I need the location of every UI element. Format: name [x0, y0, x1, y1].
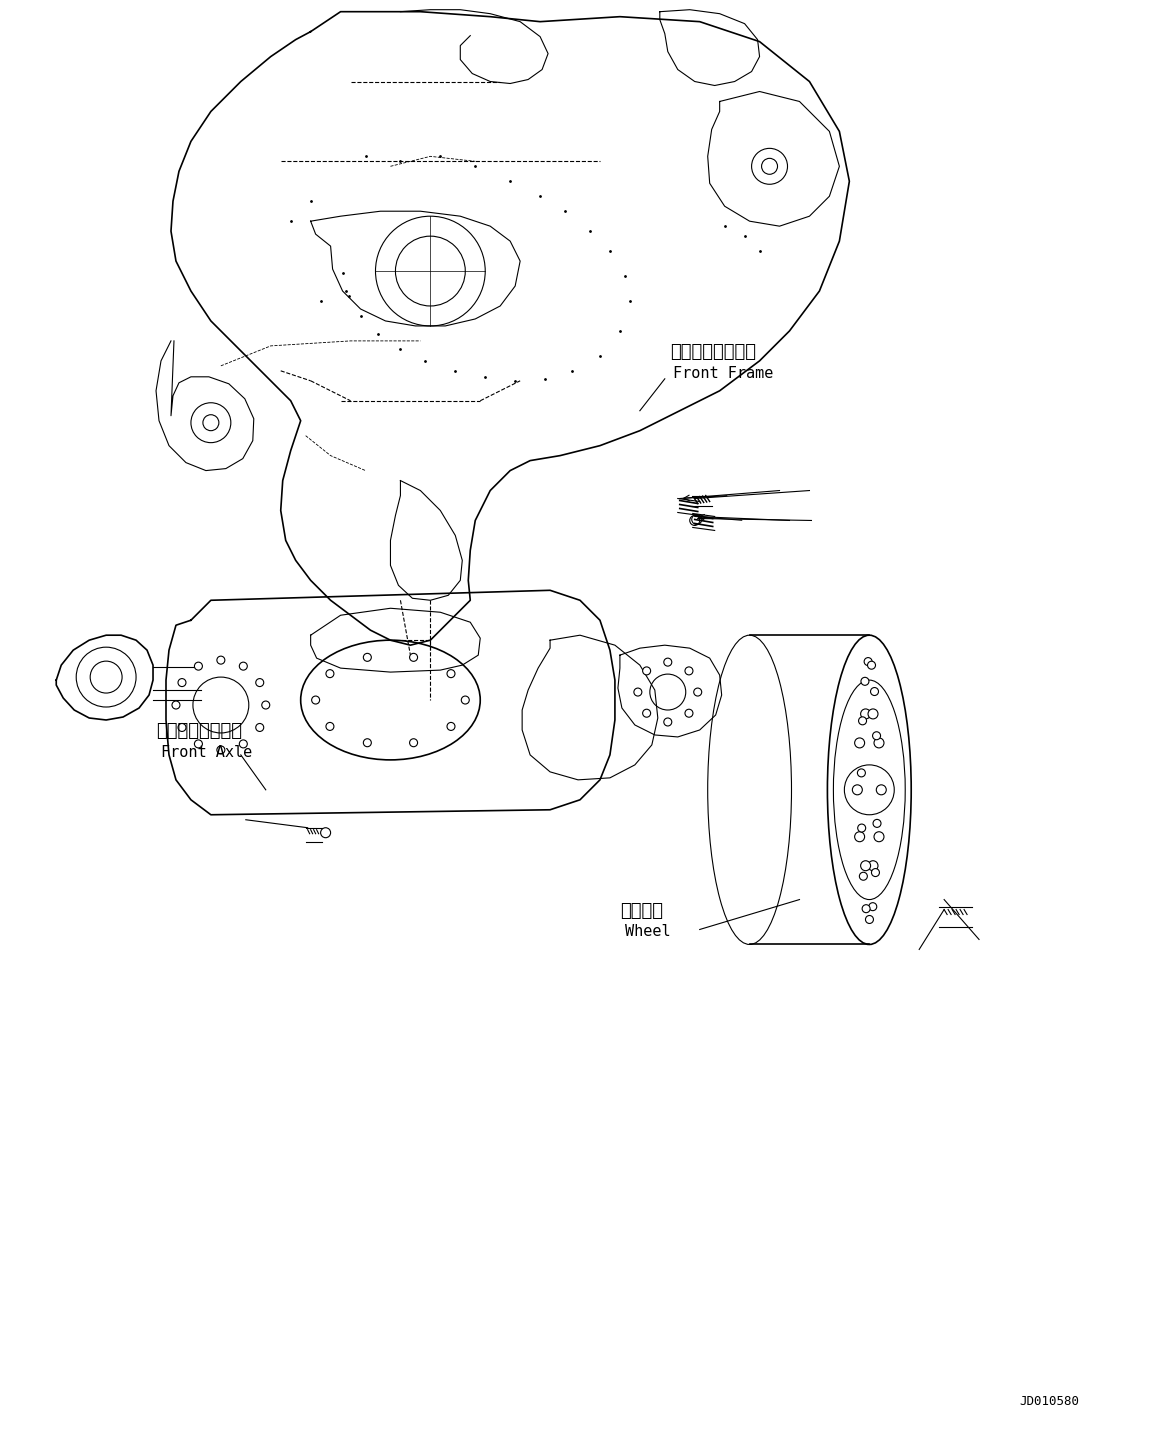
Circle shape: [857, 824, 865, 831]
Circle shape: [194, 740, 202, 748]
Circle shape: [216, 746, 224, 754]
Circle shape: [363, 654, 371, 661]
Circle shape: [326, 723, 334, 730]
Circle shape: [326, 670, 334, 678]
Text: フロントアクスル: フロントアクスル: [156, 723, 242, 740]
Circle shape: [643, 710, 650, 717]
Text: ホイール: ホイール: [620, 902, 663, 920]
Circle shape: [312, 695, 320, 704]
Circle shape: [462, 695, 469, 704]
Circle shape: [855, 738, 864, 748]
Circle shape: [643, 667, 650, 675]
Circle shape: [875, 831, 884, 841]
Circle shape: [864, 658, 872, 665]
Circle shape: [865, 916, 873, 923]
Circle shape: [875, 738, 884, 748]
Circle shape: [262, 701, 270, 708]
Circle shape: [447, 723, 455, 730]
Circle shape: [664, 718, 672, 726]
Circle shape: [178, 678, 186, 687]
Circle shape: [872, 731, 880, 740]
Circle shape: [216, 657, 224, 664]
Circle shape: [869, 903, 877, 910]
Circle shape: [194, 663, 202, 670]
Circle shape: [256, 724, 264, 731]
Circle shape: [861, 708, 871, 718]
Circle shape: [634, 688, 642, 695]
Circle shape: [240, 663, 248, 670]
Polygon shape: [166, 591, 615, 814]
Circle shape: [858, 717, 866, 726]
Circle shape: [861, 860, 871, 870]
Circle shape: [178, 724, 186, 731]
Circle shape: [447, 670, 455, 678]
Circle shape: [409, 654, 418, 661]
Circle shape: [240, 740, 248, 748]
Circle shape: [862, 904, 870, 913]
Text: Wheel: Wheel: [625, 924, 671, 940]
Circle shape: [256, 678, 264, 687]
Circle shape: [172, 701, 180, 708]
Circle shape: [855, 831, 864, 841]
Circle shape: [664, 658, 672, 665]
Circle shape: [876, 784, 886, 794]
Circle shape: [873, 820, 882, 827]
Circle shape: [685, 667, 693, 675]
Text: フロントフレーム: フロントフレーム: [670, 343, 756, 361]
Circle shape: [871, 869, 879, 877]
Text: JD010580: JD010580: [1019, 1395, 1079, 1408]
Circle shape: [868, 661, 876, 670]
Circle shape: [694, 688, 701, 695]
Circle shape: [685, 710, 693, 717]
Text: Front Frame: Front Frame: [672, 366, 773, 381]
Circle shape: [871, 687, 878, 695]
Text: Front Axle: Front Axle: [160, 746, 252, 760]
Circle shape: [363, 738, 371, 747]
Circle shape: [861, 677, 869, 685]
Circle shape: [852, 784, 862, 794]
Circle shape: [868, 708, 878, 718]
Circle shape: [868, 860, 878, 870]
Circle shape: [857, 768, 865, 777]
Circle shape: [859, 873, 868, 880]
Circle shape: [409, 738, 418, 747]
